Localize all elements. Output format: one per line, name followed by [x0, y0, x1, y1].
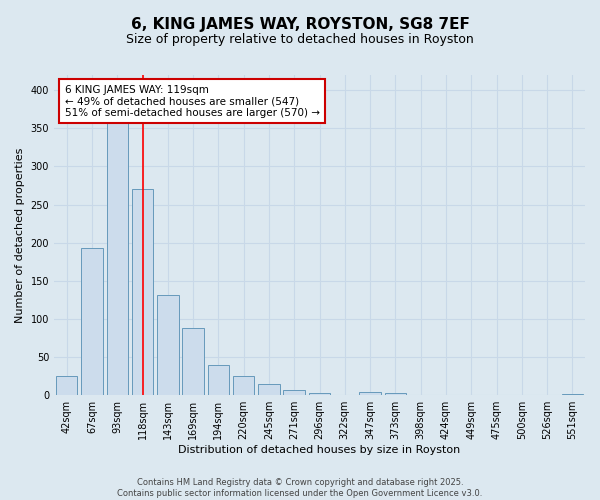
- Bar: [359, 392, 381, 395]
- Bar: [283, 390, 305, 395]
- Bar: [233, 376, 254, 395]
- X-axis label: Distribution of detached houses by size in Royston: Distribution of detached houses by size …: [178, 445, 461, 455]
- Bar: [385, 393, 406, 395]
- Bar: [258, 384, 280, 395]
- Text: 6, KING JAMES WAY, ROYSTON, SG8 7EF: 6, KING JAMES WAY, ROYSTON, SG8 7EF: [131, 18, 469, 32]
- Bar: [107, 113, 128, 395]
- Y-axis label: Number of detached properties: Number of detached properties: [15, 148, 25, 323]
- Bar: [157, 294, 179, 395]
- Text: Size of property relative to detached houses in Royston: Size of property relative to detached ho…: [126, 32, 474, 46]
- Bar: [81, 248, 103, 395]
- Bar: [182, 328, 204, 395]
- Bar: [309, 393, 330, 395]
- Text: Contains HM Land Registry data © Crown copyright and database right 2025.
Contai: Contains HM Land Registry data © Crown c…: [118, 478, 482, 498]
- Text: 6 KING JAMES WAY: 119sqm
← 49% of detached houses are smaller (547)
51% of semi-: 6 KING JAMES WAY: 119sqm ← 49% of detach…: [65, 84, 320, 118]
- Bar: [56, 376, 77, 395]
- Bar: [132, 190, 153, 395]
- Bar: [562, 394, 583, 395]
- Bar: [208, 364, 229, 395]
